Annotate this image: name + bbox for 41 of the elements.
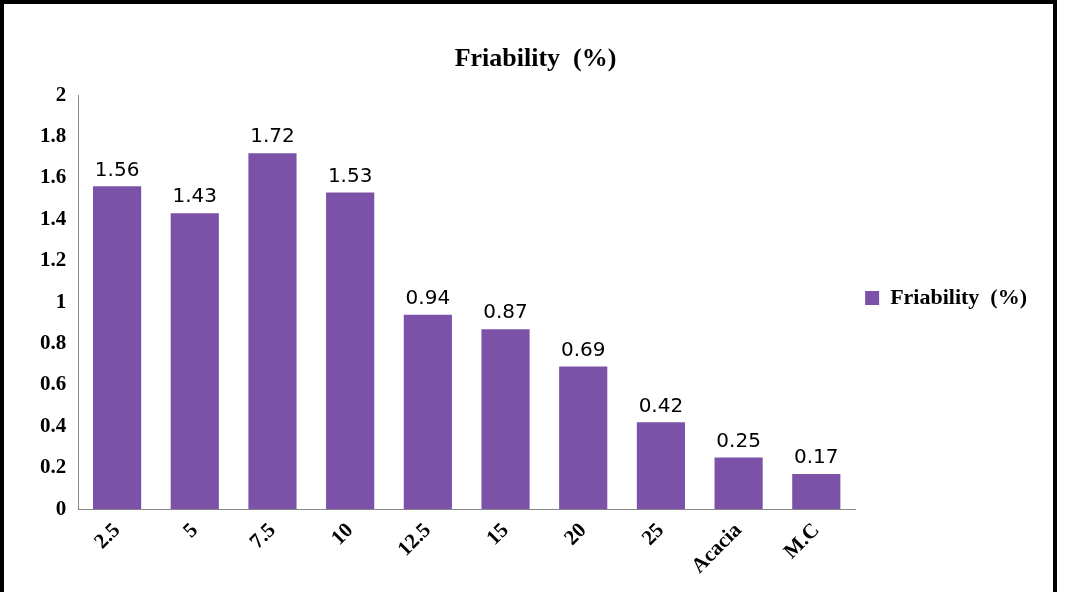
bar: [481, 329, 530, 510]
bar: [93, 186, 142, 510]
data-label: 1.43: [172, 183, 218, 208]
y-tick-label: 1.4: [40, 205, 67, 230]
y-tick-label: 0.6: [40, 371, 67, 396]
data-label: 1.72: [250, 123, 295, 148]
x-tick-label: 15: [481, 517, 513, 550]
data-label: 1.56: [94, 156, 140, 181]
x-tick-label: 5: [177, 517, 203, 542]
x-tick-label: 10: [325, 517, 358, 550]
bar: [326, 192, 375, 510]
y-tick-label: 1: [55, 288, 67, 313]
bar: [559, 366, 608, 510]
legend-label: Friability (%): [890, 283, 1028, 309]
y-tick-label: 1.6: [40, 164, 67, 189]
data-label: 0.17: [794, 444, 839, 469]
data-label: 0.87: [483, 299, 528, 324]
y-tick-label: 0: [55, 495, 67, 520]
y-tick-label: 2: [55, 81, 67, 106]
chart-title: Friability (%): [454, 43, 617, 73]
bar: [170, 213, 219, 510]
x-tick-label: 25: [636, 517, 669, 550]
bar: [714, 457, 763, 510]
x-tick-label: 7.5: [244, 517, 280, 554]
bar: [403, 314, 452, 510]
data-label: 0.42: [638, 392, 684, 417]
data-label: 0.69: [560, 336, 606, 361]
y-tick-label: 1.8: [40, 123, 67, 148]
data-label: 1.53: [327, 162, 373, 187]
data-label: 0.94: [405, 284, 451, 309]
bar: [792, 474, 841, 510]
y-tick-label: 0.4: [40, 412, 67, 437]
y-tick-label: 0.8: [40, 330, 67, 355]
data-label: 0.25: [716, 427, 761, 452]
x-tick-label: 20: [558, 517, 591, 550]
x-tick-label: 12.5: [392, 517, 436, 561]
y-tick-label: 1.2: [40, 247, 67, 272]
bar: [248, 153, 297, 510]
x-tick-label: 2.5: [88, 517, 125, 554]
y-tick-label: 0.2: [40, 454, 67, 479]
bar: [636, 422, 685, 510]
